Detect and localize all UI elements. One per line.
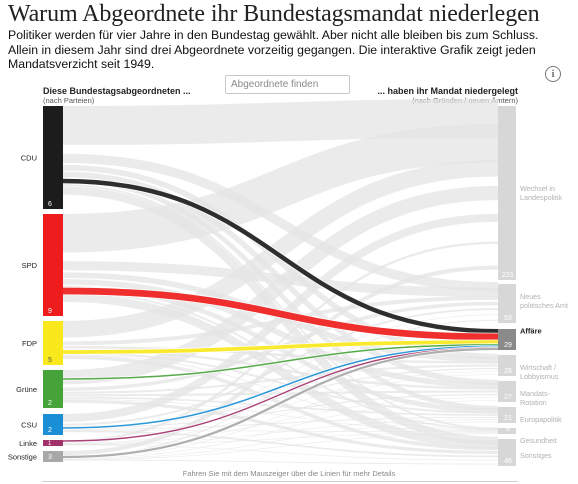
party-label: Grüne bbox=[16, 385, 37, 394]
flow-background[interactable] bbox=[62, 396, 499, 416]
right-column-title: ... haben ihr Mandat niedergelegt bbox=[377, 86, 518, 96]
reason-label: Landespolitik bbox=[520, 193, 562, 202]
bottom-divider bbox=[42, 481, 518, 482]
party-label: Linke bbox=[19, 439, 37, 448]
flow-background[interactable] bbox=[62, 351, 499, 414]
reason-count: 9 bbox=[506, 426, 510, 433]
reason-count: 27 bbox=[504, 394, 512, 401]
flow-grune-affaere[interactable] bbox=[62, 344, 499, 380]
reason-count: 29 bbox=[504, 342, 512, 349]
flow-background[interactable] bbox=[62, 159, 499, 338]
reason-node-affare[interactable] bbox=[498, 329, 516, 350]
flow-background[interactable] bbox=[62, 346, 499, 364]
flow-csu-affaere[interactable] bbox=[62, 345, 499, 429]
flow-background[interactable] bbox=[62, 371, 499, 445]
hover-hint: Fahren Sie mit dem Mauszeiger über die L… bbox=[182, 469, 396, 478]
reason-label: Wirtschaft / bbox=[520, 363, 556, 372]
reason-label: Rotation bbox=[520, 398, 547, 407]
reason-count: 46 bbox=[504, 458, 512, 465]
search-input[interactable] bbox=[225, 75, 350, 94]
party-node-grune[interactable] bbox=[43, 370, 63, 408]
reason-label: Mandats- bbox=[520, 389, 551, 398]
reason-count: 26 bbox=[504, 368, 512, 375]
reason-label: Affäre bbox=[520, 327, 542, 336]
party-count: 9 bbox=[48, 308, 52, 315]
party-node-fdp[interactable] bbox=[43, 321, 63, 365]
flow-background[interactable] bbox=[62, 241, 499, 443]
flow-background[interactable] bbox=[62, 459, 499, 465]
party-node-spd[interactable] bbox=[43, 214, 63, 316]
reason-node-neues-politisches-amt[interactable] bbox=[498, 284, 516, 323]
party-count: 5 bbox=[48, 357, 52, 364]
flow-fdp-affaere[interactable] bbox=[62, 340, 499, 354]
flow-spd-affaere[interactable] bbox=[62, 287, 499, 341]
party-count: 6 bbox=[48, 201, 52, 208]
party-nodes: CDU 6 SPD 9 FDP 5 Grüne 2 CSU 2 Linke 1 Sonstige 3 bbox=[8, 106, 63, 462]
reason-label: Neues bbox=[520, 292, 541, 301]
flow-background[interactable] bbox=[62, 279, 499, 389]
flow-background[interactable] bbox=[62, 444, 499, 461]
reason-node-wechsel-in-landespolitik[interactable] bbox=[498, 106, 516, 280]
reason-count: 53 bbox=[504, 315, 512, 322]
flow-background[interactable] bbox=[62, 293, 499, 449]
party-count: 1 bbox=[48, 441, 52, 447]
flow-sonstige-affaere[interactable] bbox=[62, 347, 499, 459]
flow-cdu-affaere[interactable] bbox=[62, 178, 499, 334]
reason-node-gesundheit[interactable] bbox=[498, 428, 516, 434]
reason-label: Wechsel in bbox=[520, 184, 555, 193]
flow-background[interactable] bbox=[62, 393, 499, 429]
page-title: Warum Abgeordnete ihr Bundestagsmandat n… bbox=[8, 1, 540, 27]
reason-label: Sonstiges bbox=[520, 451, 552, 460]
flow-background[interactable] bbox=[62, 421, 499, 460]
reason-node-europapolitik[interactable] bbox=[498, 407, 516, 423]
flow-background[interactable] bbox=[62, 124, 499, 253]
party-count: 2 bbox=[48, 400, 52, 407]
info-icon[interactable]: i bbox=[545, 66, 561, 82]
flow-background[interactable] bbox=[62, 398, 499, 432]
party-label: SPD bbox=[22, 261, 38, 270]
reason-node-wirtschaft-lobbyismus[interactable] bbox=[498, 355, 516, 376]
flow-background[interactable] bbox=[62, 153, 499, 292]
flow-background[interactable] bbox=[62, 184, 499, 430]
flow-background[interactable] bbox=[62, 98, 499, 145]
left-column-title: Diese Bundestagsabgeordneten ... bbox=[43, 86, 191, 96]
party-label: Sonstige bbox=[8, 453, 37, 462]
reason-label: Gesundheit bbox=[520, 436, 557, 445]
party-label: CDU bbox=[21, 154, 37, 163]
reason-count: 21 bbox=[504, 415, 512, 422]
flow-background[interactable] bbox=[62, 416, 499, 430]
reason-node-mandats-rotation[interactable] bbox=[498, 381, 516, 402]
party-label: FDP bbox=[22, 339, 37, 348]
reason-label: Lobbyismus bbox=[520, 372, 559, 381]
party-node-sonstige[interactable] bbox=[43, 451, 63, 462]
reason-label: Europapolitik bbox=[520, 415, 562, 424]
flow-background[interactable] bbox=[62, 308, 499, 426]
party-label: CSU bbox=[21, 421, 37, 430]
party-count: 2 bbox=[48, 427, 52, 434]
highlighted-flows bbox=[62, 177, 499, 459]
flow-background[interactable] bbox=[62, 185, 499, 385]
party-node-csu[interactable] bbox=[43, 414, 63, 435]
party-count: 3 bbox=[48, 454, 52, 461]
party-node-cdu[interactable] bbox=[43, 106, 63, 209]
reason-label: politisches Amt bbox=[520, 301, 568, 310]
reason-count: 231 bbox=[502, 272, 514, 279]
left-column-subtitle: (nach Parteien) bbox=[43, 96, 95, 105]
background-flows bbox=[62, 98, 499, 465]
flow-background[interactable] bbox=[62, 400, 499, 459]
party-node-linke[interactable] bbox=[43, 440, 63, 446]
page-subtitle: Politiker werden für vier Jahre in den B… bbox=[8, 28, 539, 71]
flow-background[interactable] bbox=[62, 433, 499, 460]
reason-node-sonstiges[interactable] bbox=[498, 439, 516, 466]
flow-background[interactable] bbox=[62, 430, 499, 458]
